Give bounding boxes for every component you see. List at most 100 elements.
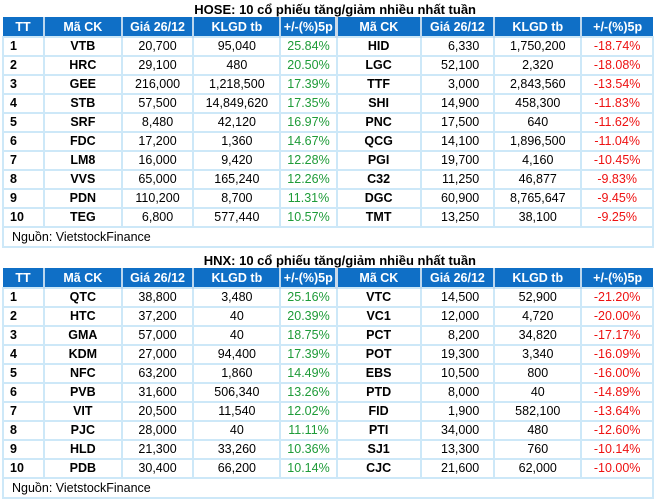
cell-gain-change: 17.39% xyxy=(279,344,338,365)
header-tt: TT xyxy=(3,17,45,38)
cell-gain-volume: 577,440 xyxy=(192,207,282,228)
table-row: 5 NFC 63,200 1,860 14.49% EBS 10,500 800 -16.00% xyxy=(2,363,654,384)
cell-loss-symbol: EBS xyxy=(335,363,422,384)
cell-gain-change: 12.26% xyxy=(279,169,338,190)
header-loss-volume: KLGD tb xyxy=(494,268,583,289)
cell-gain-price: 8,480 xyxy=(120,112,195,133)
cell-gain-volume: 165,240 xyxy=(192,169,282,190)
cell-loss-symbol: TTF xyxy=(335,74,422,95)
cell-loss-change: -16.00% xyxy=(580,363,654,384)
cell-rank: 9 xyxy=(2,439,45,460)
cell-gain-symbol: PDN xyxy=(42,188,123,209)
cell-loss-price: 19,700 xyxy=(419,150,496,171)
cell-gain-change: 10.36% xyxy=(279,439,338,460)
cell-loss-price: 52,100 xyxy=(419,55,496,76)
cell-gain-change: 11.11% xyxy=(279,420,338,441)
table-row: 7 VIT 20,500 11,540 12.02% FID 1,900 582,100 -13… xyxy=(2,401,654,422)
table-row: 5 SRF 8,480 42,120 16.97% PNC 17,500 640 -11.62% xyxy=(2,112,654,133)
cell-loss-volume: 3,340 xyxy=(493,344,583,365)
table-row: 4 STB 57,500 14,849,620 17.35% SHI 14,900 458,3… xyxy=(2,93,654,114)
cell-rank: 10 xyxy=(2,207,45,228)
cell-gain-change: 17.39% xyxy=(279,74,338,95)
cell-gain-symbol: GMA xyxy=(42,325,123,346)
cell-gain-change: 12.28% xyxy=(279,150,338,171)
cell-gain-symbol: FDC xyxy=(42,131,123,152)
table-row: 1 QTC 38,800 3,480 25.16% VTC 14,500 52,900 -21.… xyxy=(2,287,654,308)
cell-loss-price: 13,250 xyxy=(419,207,496,228)
cell-loss-change: -17.17% xyxy=(580,325,654,346)
cell-loss-volume: 760 xyxy=(493,439,583,460)
cell-gain-price: 29,100 xyxy=(120,55,195,76)
source-note: Nguồn: VietstockFinance xyxy=(2,477,654,499)
cell-loss-change: -11.62% xyxy=(580,112,654,133)
header-row: TT Mã CK Giá 26/12 KLGD tb +/-(%)5p Mã CK Giá … xyxy=(3,268,653,289)
cell-loss-change: -16.09% xyxy=(580,344,654,365)
cell-gain-volume: 33,260 xyxy=(192,439,282,460)
cell-loss-price: 60,900 xyxy=(419,188,496,209)
cell-gain-volume: 1,360 xyxy=(192,131,282,152)
cell-loss-change: -9.45% xyxy=(580,188,654,209)
cell-loss-change: -9.25% xyxy=(580,207,654,228)
cell-gain-volume: 66,200 xyxy=(192,458,282,479)
cell-loss-price: 11,250 xyxy=(419,169,496,190)
cell-gain-price: 17,200 xyxy=(120,131,195,152)
cell-loss-change: -18.74% xyxy=(580,36,654,57)
cell-gain-price: 216,000 xyxy=(120,74,195,95)
cell-gain-change: 11.31% xyxy=(279,188,338,209)
cell-loss-symbol: DGC xyxy=(335,188,422,209)
cell-gain-price: 37,200 xyxy=(120,306,195,327)
cell-rank: 5 xyxy=(2,363,45,384)
cell-loss-price: 17,500 xyxy=(419,112,496,133)
cell-loss-price: 1,900 xyxy=(419,401,496,422)
cell-rank: 4 xyxy=(2,344,45,365)
cell-gain-symbol: QTC xyxy=(42,287,123,308)
header-gain-symbol: Mã CK xyxy=(43,268,123,289)
cell-gain-price: 16,000 xyxy=(120,150,195,171)
cell-loss-price: 19,300 xyxy=(419,344,496,365)
cell-rank: 2 xyxy=(2,55,45,76)
cell-loss-volume: 640 xyxy=(493,112,583,133)
cell-loss-price: 8,200 xyxy=(419,325,496,346)
cell-loss-price: 14,100 xyxy=(419,131,496,152)
table-body: 1 VTB 20,700 95,040 25.84% HID 6,330 1,750,200-… xyxy=(2,36,654,248)
cell-gain-change: 20.39% xyxy=(279,306,338,327)
cell-rank: 7 xyxy=(2,150,45,171)
hose-table-block: HOSE: 10 cổ phiếu tăng/giảm nhiều nhất t… xyxy=(2,2,654,248)
cell-loss-symbol: PCT xyxy=(335,325,422,346)
cell-gain-symbol: HLD xyxy=(42,439,123,460)
header-gain-change: +/-(%)5p xyxy=(280,268,339,289)
cell-gain-symbol: HTC xyxy=(42,306,123,327)
cell-rank: 6 xyxy=(2,382,45,403)
cell-gain-price: 21,300 xyxy=(120,439,195,460)
cell-loss-symbol: HID xyxy=(335,36,422,57)
header-row: TT Mã CK Giá 26/12 KLGD tb +/-(%)5p Mã CK Giá … xyxy=(3,17,653,38)
cell-loss-change: -9.83% xyxy=(580,169,654,190)
header-gain-price: Giá 26/12 xyxy=(121,268,195,289)
cell-loss-price: 14,900 xyxy=(419,93,496,114)
cell-gain-volume: 3,480 xyxy=(192,287,282,308)
cell-gain-price: 28,000 xyxy=(120,420,195,441)
table-row: 4 KDM 27,000 94,400 17.39% POT 19,300 3,340 -16.… xyxy=(2,344,654,365)
source-row: Nguồn: VietstockFinance xyxy=(2,226,654,248)
cell-loss-volume: 52,900 xyxy=(493,287,583,308)
header-loss-volume: KLGD tb xyxy=(494,17,583,38)
cell-gain-change: 13.26% xyxy=(279,382,338,403)
cell-rank: 8 xyxy=(2,420,45,441)
cell-gain-symbol: PVB xyxy=(42,382,123,403)
table-row: 3 GEE 216,000 1,218,500 17.39% TTF 3,000 2,843,… xyxy=(2,74,654,95)
cell-gain-price: 63,200 xyxy=(120,363,195,384)
cell-loss-change: -10.45% xyxy=(580,150,654,171)
cell-gain-volume: 506,340 xyxy=(192,382,282,403)
cell-gain-symbol: STB xyxy=(42,93,123,114)
hose-table-title: HOSE: 10 cổ phiếu tăng/giảm nhiều nhất t… xyxy=(194,2,476,17)
cell-loss-symbol: CJC xyxy=(335,458,422,479)
cell-loss-price: 12,000 xyxy=(419,306,496,327)
cell-gain-change: 20.50% xyxy=(279,55,338,76)
cell-loss-symbol: VTC xyxy=(335,287,422,308)
cell-gain-symbol: LM8 xyxy=(42,150,123,171)
cell-loss-symbol: PTI xyxy=(335,420,422,441)
cell-loss-symbol: QCG xyxy=(335,131,422,152)
cell-loss-symbol: SJ1 xyxy=(335,439,422,460)
cell-loss-volume: 582,100 xyxy=(493,401,583,422)
cell-rank: 9 xyxy=(2,188,45,209)
